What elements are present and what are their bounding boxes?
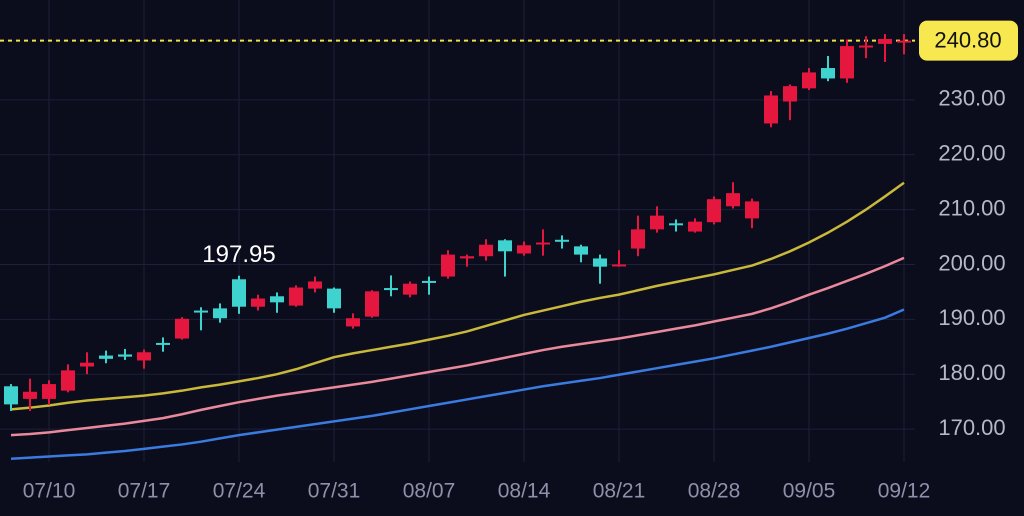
ma-line xyxy=(10,308,905,460)
candle-body xyxy=(555,239,569,242)
candle-body xyxy=(707,199,721,223)
candle-body xyxy=(118,354,132,357)
candle-body xyxy=(422,280,436,283)
x-tick-label: 07/31 xyxy=(308,480,361,503)
candle-body xyxy=(213,308,227,319)
candle-body xyxy=(441,254,455,277)
x-tick-label: 09/05 xyxy=(783,480,836,503)
candle-body xyxy=(783,86,797,102)
candle-body xyxy=(137,352,151,361)
candle-body xyxy=(308,281,322,289)
candle-body xyxy=(346,318,360,327)
candle-body xyxy=(726,193,740,207)
ma-line xyxy=(10,181,905,411)
candle-body xyxy=(517,245,531,254)
candle-body xyxy=(840,46,854,79)
candle-body xyxy=(650,215,664,230)
y-tick-label: 190.00 xyxy=(938,305,1005,330)
candle-body xyxy=(631,229,645,249)
candle-body xyxy=(175,318,189,339)
candle-body xyxy=(802,72,816,89)
candle-body xyxy=(479,244,493,257)
candle-body xyxy=(593,258,607,267)
x-tick-label: 07/17 xyxy=(118,480,171,503)
candles xyxy=(4,34,911,411)
last-price-label: 240.80 xyxy=(934,27,1001,52)
candle-body xyxy=(23,391,37,399)
x-tick-label: 08/28 xyxy=(688,480,741,503)
x-tick-label: 08/21 xyxy=(593,480,646,503)
candle-body xyxy=(289,287,303,306)
candle-body xyxy=(99,355,113,359)
candle-body xyxy=(4,386,18,405)
y-tick-label: 200.00 xyxy=(938,250,1005,275)
y-tick-label: 170.00 xyxy=(938,415,1005,440)
candle-body xyxy=(384,288,398,291)
candle-body xyxy=(270,296,284,303)
candle-body xyxy=(403,283,417,295)
candle-body xyxy=(764,95,778,124)
candle-body xyxy=(80,362,94,367)
x-tick-label: 07/24 xyxy=(213,480,266,503)
candle-body xyxy=(859,45,873,48)
candle-body xyxy=(669,223,683,226)
candle-body xyxy=(612,264,626,267)
ma-line xyxy=(10,256,905,437)
labels: 170.00 180.00 190.00 200.00 210.00 220.00 230.… xyxy=(23,20,1018,503)
candle-body xyxy=(688,221,702,232)
candle-body xyxy=(156,342,170,345)
candle-body xyxy=(878,38,892,44)
candle-body xyxy=(821,68,835,79)
x-tick-label: 08/07 xyxy=(403,480,456,503)
candle-body xyxy=(897,40,911,43)
x-tick-label: 08/14 xyxy=(498,480,551,503)
grid xyxy=(0,0,915,462)
y-tick-label: 210.00 xyxy=(938,195,1005,220)
max-annotation: 197.95 xyxy=(202,241,275,268)
candle-body xyxy=(42,384,56,399)
x-tick-label: 07/10 xyxy=(23,480,76,503)
candle-body xyxy=(251,298,265,307)
candle-body xyxy=(232,279,246,307)
y-tick-label: 230.00 xyxy=(938,86,1005,111)
candle-body xyxy=(498,240,512,252)
candle-body xyxy=(745,201,759,219)
candle-body xyxy=(194,310,208,313)
y-tick-label: 180.00 xyxy=(938,360,1005,385)
candle-body xyxy=(327,288,341,309)
y-tick-label: 220.00 xyxy=(938,141,1005,166)
candle-body xyxy=(365,291,379,317)
last-price-badge xyxy=(919,20,1018,61)
x-tick-label: 09/12 xyxy=(878,480,931,503)
moving-averages xyxy=(0,39,915,460)
candle-body xyxy=(460,256,474,259)
candle-body xyxy=(574,246,588,255)
candle-body xyxy=(61,370,75,391)
candle-body xyxy=(536,242,550,245)
